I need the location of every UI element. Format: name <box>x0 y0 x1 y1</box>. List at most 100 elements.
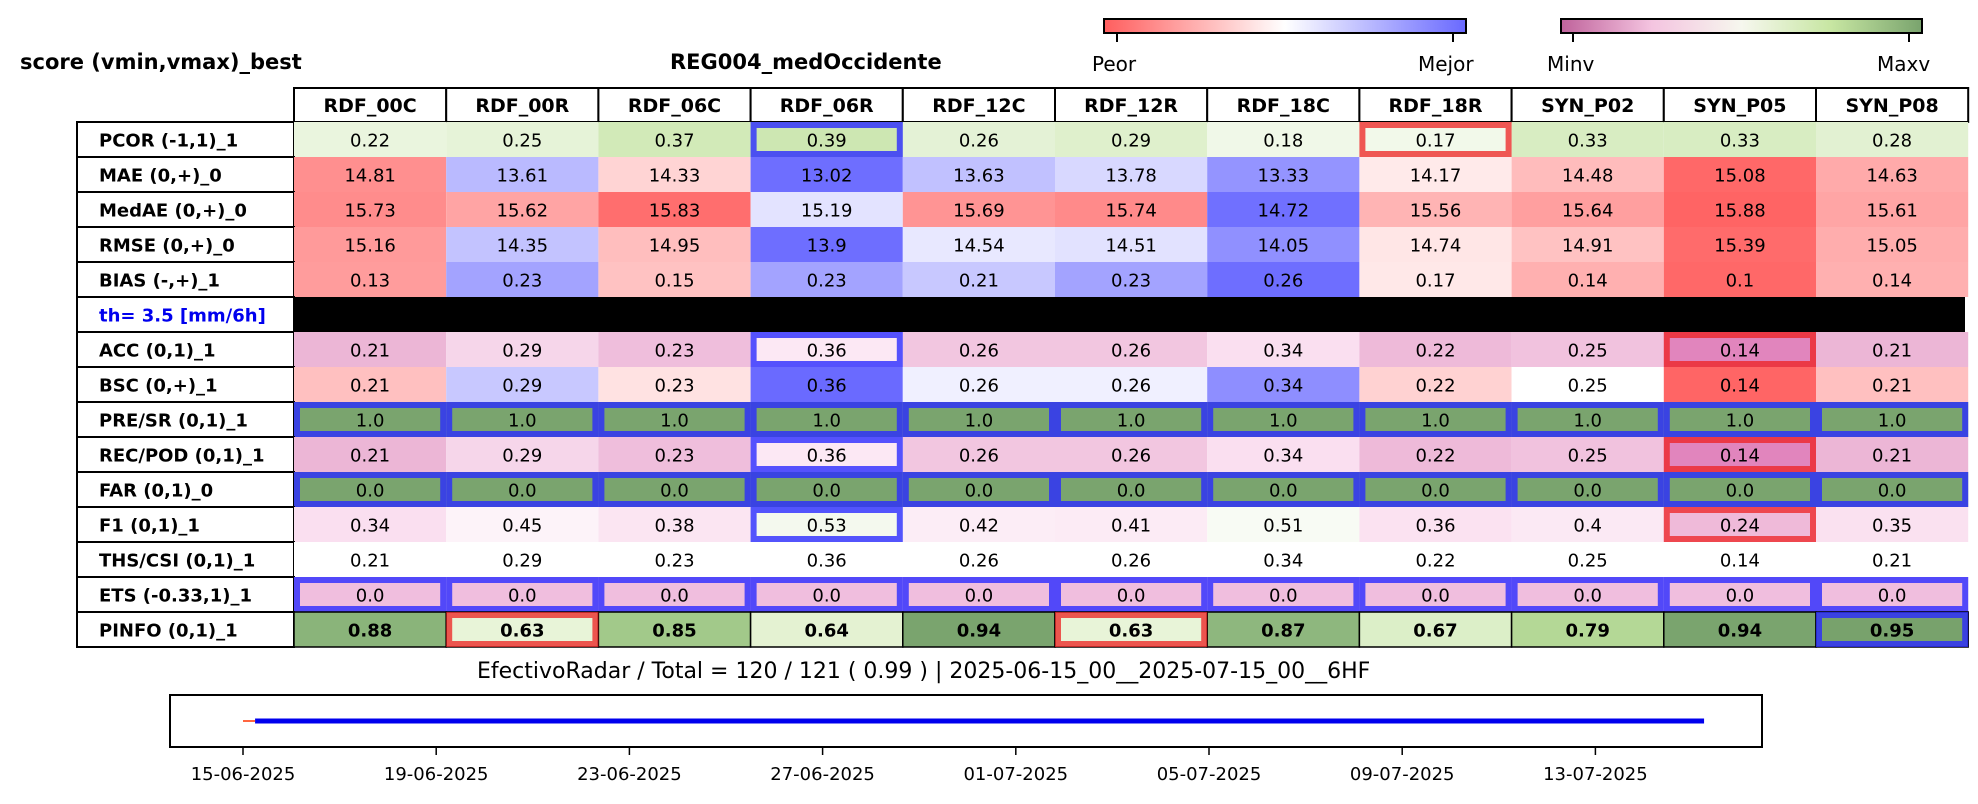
cell-value: 1.0 <box>660 411 689 432</box>
cell-value: 0.21 <box>959 271 999 292</box>
cell-value: 15.73 <box>344 201 396 222</box>
value-cell <box>1055 227 1208 262</box>
best-highlight <box>294 472 447 507</box>
value-cell <box>1207 507 1360 542</box>
value-cell <box>1359 332 1512 367</box>
cell-value: 14.81 <box>344 166 396 187</box>
colorbar-skill-max-tick <box>1452 34 1454 42</box>
colorbar-value <box>1560 18 1923 34</box>
row-label: BSC (0,+)_1 <box>99 376 218 397</box>
value-cell <box>1816 157 1969 192</box>
best-highlight <box>446 472 599 507</box>
best-highlight <box>1359 472 1512 507</box>
row-label-cell <box>76 226 295 263</box>
value-cell <box>1055 332 1208 367</box>
cell-value: 0.42 <box>959 516 999 537</box>
best-highlight <box>902 577 1055 612</box>
value-cell <box>1511 332 1664 367</box>
cell-value: 0.29 <box>1111 131 1151 152</box>
cell-value: 0.0 <box>508 481 537 502</box>
cell-value: 15.39 <box>1714 236 1766 257</box>
value-cell <box>598 192 751 227</box>
row-label: PINFO (0,1)_1 <box>99 621 238 642</box>
best-highlight <box>1207 472 1360 507</box>
cell-value: 0.53 <box>807 516 847 537</box>
cell-value: 15.56 <box>1410 201 1462 222</box>
value-cell <box>446 227 599 262</box>
value-cell <box>902 332 1055 367</box>
value-cell <box>1359 367 1512 402</box>
row-label: PRE/SR (0,1)_1 <box>99 411 248 432</box>
cell-value: 0.21 <box>1872 551 1912 572</box>
cell-value: 1.0 <box>1726 411 1755 432</box>
column-header: RDF_00C <box>323 95 416 117</box>
cell-value: 14.48 <box>1562 166 1614 187</box>
value-cell <box>1055 157 1208 192</box>
cell-value: 0.34 <box>350 516 390 537</box>
cell-value: 0.0 <box>965 481 994 502</box>
value-cell <box>1511 437 1664 472</box>
row-label: RMSE (0,+)_0 <box>99 236 235 257</box>
worst-highlight <box>1055 612 1208 647</box>
value-cell <box>294 227 447 262</box>
best-highlight <box>446 402 599 437</box>
value-cell <box>1055 122 1208 157</box>
cell-value: 1.0 <box>356 411 385 432</box>
value-cell <box>1207 122 1360 157</box>
value-cell <box>1816 542 1969 577</box>
cell-value: 0.26 <box>1111 551 1151 572</box>
value-cell <box>902 227 1055 262</box>
value-cell <box>1207 367 1360 402</box>
value-cell <box>750 227 903 262</box>
cell-value: 13.61 <box>497 166 549 187</box>
region-title: REG004_medOccidente <box>670 50 942 74</box>
best-highlight <box>598 472 751 507</box>
value-cell <box>902 437 1055 472</box>
cell-value: 0.34 <box>1263 341 1303 362</box>
value-cell <box>294 367 447 402</box>
row-label: MAE (0,+)_0 <box>99 166 222 187</box>
separator-bar <box>294 297 1965 332</box>
value-cell <box>597 611 752 648</box>
cell-value: 1.0 <box>1573 411 1602 432</box>
value-cell <box>294 542 447 577</box>
cell-value: 15.88 <box>1714 201 1766 222</box>
value-cell <box>902 157 1055 192</box>
best-highlight <box>1816 577 1969 612</box>
cell-value: 0.15 <box>654 271 694 292</box>
cell-value: 15.05 <box>1866 236 1918 257</box>
value-cell <box>1511 157 1664 192</box>
cell-value: 1.0 <box>812 411 841 432</box>
timeline-tick-label: 27-06-2025 <box>770 764 875 785</box>
cell-value: 0.29 <box>502 341 542 362</box>
best-highlight <box>1511 472 1664 507</box>
best-highlight <box>1511 577 1664 612</box>
cell-value: 0.4 <box>1573 516 1602 537</box>
cell-value: 0.45 <box>502 516 542 537</box>
cell-value: 0.33 <box>1568 131 1608 152</box>
cell-value: 0.21 <box>1872 376 1912 397</box>
cell-value: 0.18 <box>1263 131 1303 152</box>
row-label-cell <box>76 156 295 193</box>
value-cell <box>1359 262 1512 297</box>
row-label: F1 (0,1)_1 <box>99 516 200 537</box>
cell-value: 0.14 <box>1568 271 1608 292</box>
value-cell <box>598 157 751 192</box>
cell-value: 0.39 <box>807 131 847 152</box>
value-cell <box>293 611 447 648</box>
row-label: FAR (0,1)_0 <box>99 481 213 502</box>
value-cell <box>1663 367 1816 402</box>
cell-value: 0.23 <box>654 341 694 362</box>
value-cell <box>446 507 599 542</box>
column-header: RDF_12R <box>1084 95 1178 117</box>
value-cell <box>1511 227 1664 262</box>
colorbar-value-min-tick <box>1572 34 1574 42</box>
cell-value: 0.14 <box>1872 271 1912 292</box>
cell-value: 0.21 <box>350 341 390 362</box>
cell-value: 15.74 <box>1105 201 1157 222</box>
value-cell <box>1511 262 1664 297</box>
value-cell <box>1511 122 1664 157</box>
separator-label-cell <box>76 296 295 333</box>
cell-value: 0.26 <box>1111 446 1151 467</box>
